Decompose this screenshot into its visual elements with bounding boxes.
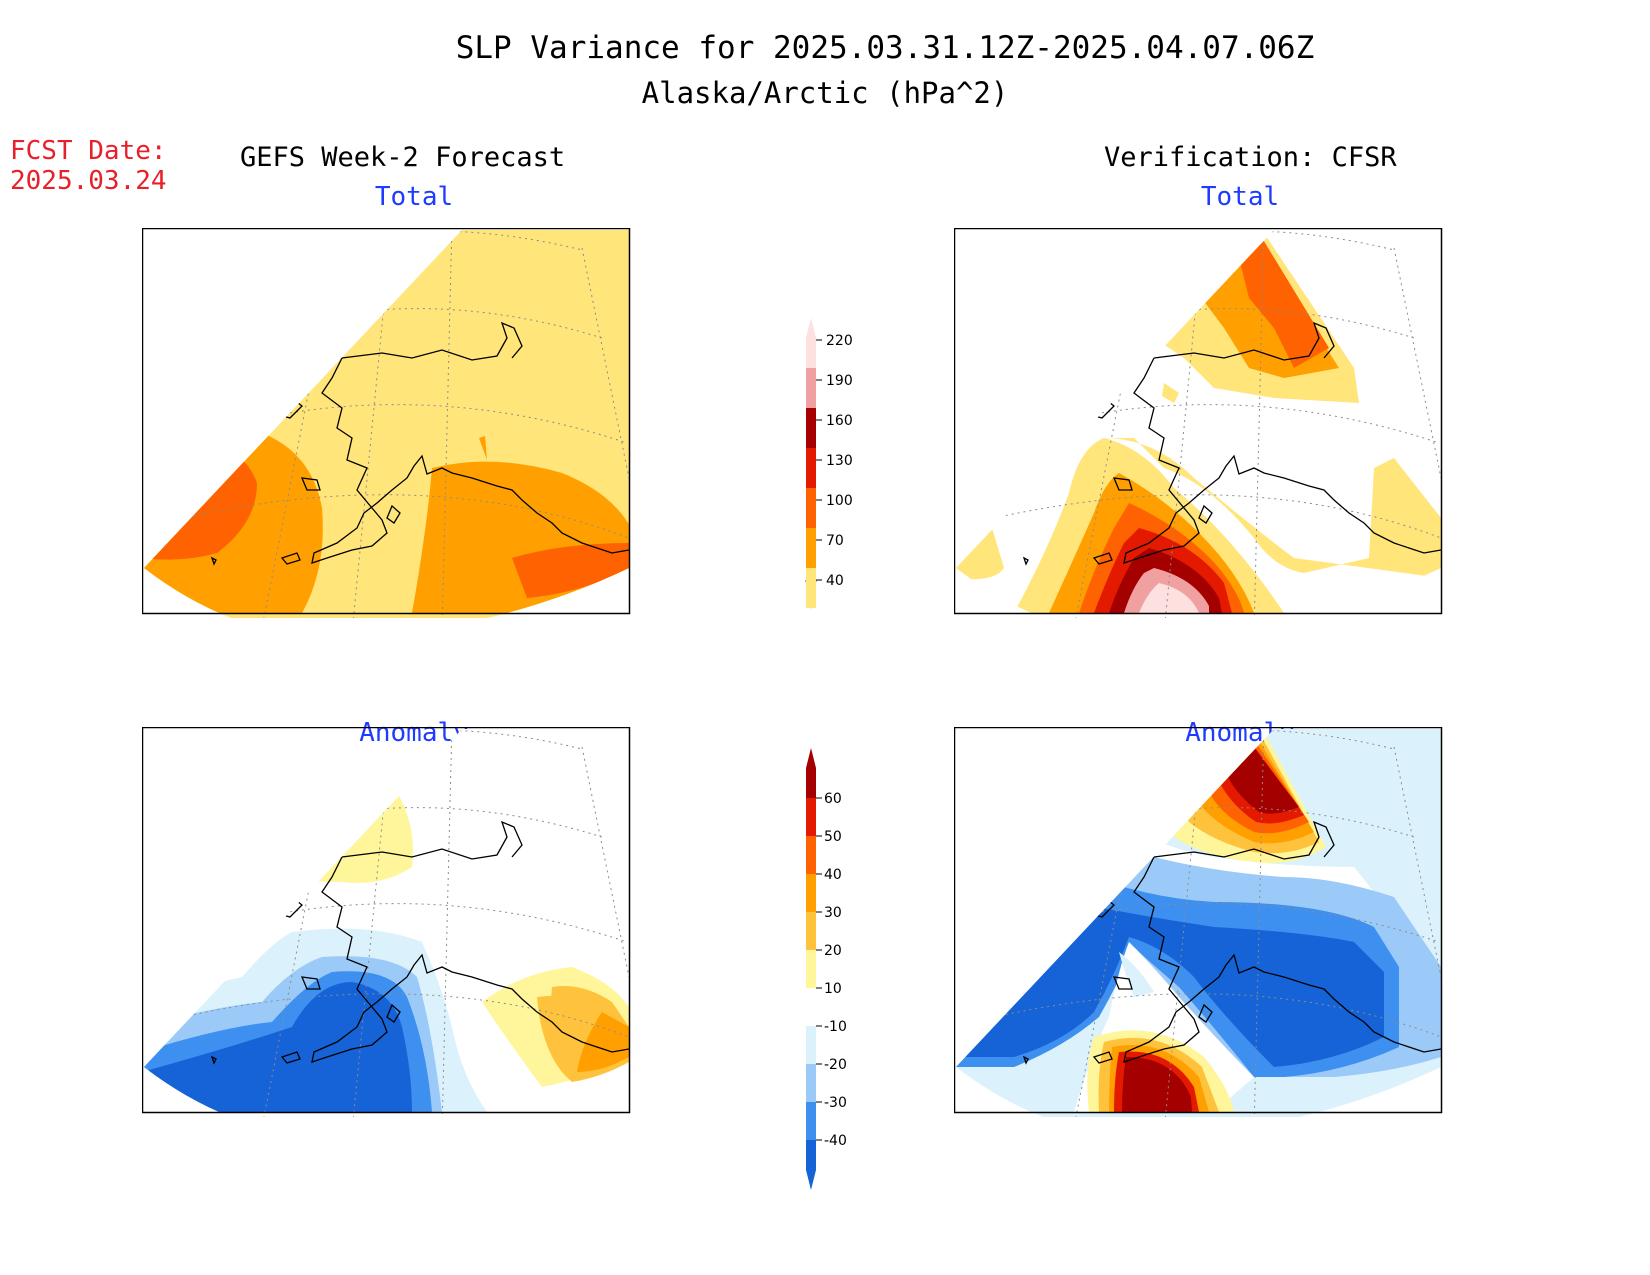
colorbar-anomaly: 60 50 40 30 20 10 -10 -20 -30 -40: [806, 748, 847, 1190]
column-title-forecast: GEFS Week-2 Forecast: [240, 142, 566, 173]
colorbar-anomaly-label: 60: [824, 791, 842, 807]
colorbar-anomaly-label: -30: [824, 1095, 847, 1111]
map-verification-total: [954, 228, 1443, 618]
map-forecast-anomaly: [142, 727, 631, 1117]
colorbar-total-swatch: [806, 408, 816, 448]
colorbar-anomaly-label: 30: [824, 905, 842, 921]
colorbar-total-label: 40: [826, 573, 844, 589]
fcst-date-label: FCST Date:: [10, 136, 167, 166]
colorbar-total-label: 100: [826, 493, 853, 509]
colorbar-anomaly-swatch: [806, 1026, 816, 1064]
colorbar-anomaly-label: 40: [824, 867, 842, 883]
colorbar-total: 40 70 100 130 160 190 220: [805, 318, 853, 609]
colorbar-anomaly-label: -20: [824, 1057, 847, 1073]
colorbar-total-label: 70: [826, 533, 844, 549]
map-verification-anomaly: [954, 727, 1443, 1117]
main-subtitle: Alaska/Arctic (hPa^2): [641, 76, 1009, 110]
colorbar-total-swatch: [806, 318, 816, 368]
colorbar-total-swatch: [806, 528, 816, 568]
colorbar-anomaly-label: 20: [824, 943, 842, 959]
colorbar-total-label: 160: [826, 413, 853, 429]
colorbar-anomaly-label: 10: [824, 981, 842, 997]
panel-title-verification-total: Total: [1200, 182, 1280, 212]
colorbar-anomaly-label: 50: [824, 829, 842, 845]
colorbar-total-swatch: [806, 368, 816, 408]
colorbar-total-swatch: [806, 568, 816, 608]
colorbar-anomaly-swatch: [806, 1064, 816, 1102]
colorbar-total-swatch: [806, 488, 816, 528]
colorbar-anomaly-swatch: [806, 798, 816, 836]
fcst-date-value: 2025.03.24: [10, 166, 167, 196]
colorbar-anomaly-label: -40: [824, 1133, 847, 1149]
colorbar-anomaly-swatch: [806, 950, 816, 988]
panel-title-forecast-total: Total: [374, 182, 454, 212]
colorbar-anomaly-swatch: [806, 1140, 816, 1190]
colorbar-total-label: 220: [826, 333, 853, 349]
column-title-verification: Verification: CFSR: [1104, 142, 1397, 173]
colorbar-anomaly-label: -10: [824, 1019, 847, 1035]
colorbar-anomaly-swatch: [806, 1102, 816, 1140]
colorbar-total-swatch: [806, 448, 816, 488]
colorbar-total-label: 190: [826, 373, 853, 389]
colorbar-anomaly-swatch: [806, 836, 816, 874]
colorbar-anomaly-swatch: [806, 748, 816, 798]
colorbar-anomaly-swatch: [806, 988, 816, 1026]
map-forecast-total: [142, 228, 631, 618]
colorbar-total-label: 130: [826, 453, 853, 469]
colorbar-anomaly-swatch: [806, 912, 816, 950]
main-title: SLP Variance for 2025.03.31.12Z-2025.04.…: [455, 30, 1315, 66]
colorbar-anomaly-swatch: [806, 874, 816, 912]
